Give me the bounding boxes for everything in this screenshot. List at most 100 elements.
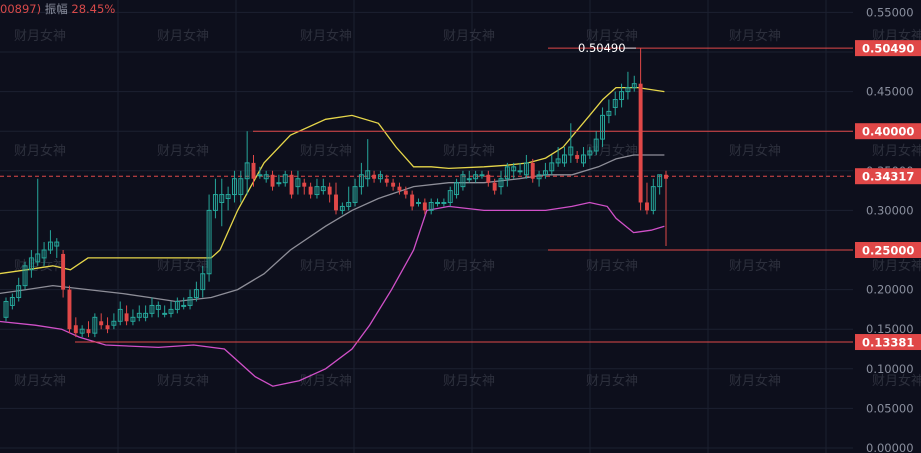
price-level-label: 0.50490 bbox=[862, 42, 914, 56]
candle-body bbox=[174, 300, 180, 310]
candle-body bbox=[625, 87, 631, 93]
candle-body bbox=[3, 300, 9, 318]
candle-body bbox=[612, 99, 618, 108]
watermark-text: 财月女神 bbox=[300, 373, 352, 389]
candle-body bbox=[16, 285, 22, 299]
candle-body bbox=[358, 174, 364, 188]
candle-body bbox=[587, 150, 593, 156]
price-level-label: 0.13381 bbox=[862, 336, 914, 350]
y-tick-label: 0.10000 bbox=[866, 362, 914, 376]
watermark-text: 财月女神 bbox=[443, 258, 495, 274]
candle-body bbox=[644, 202, 649, 211]
candle-body bbox=[523, 162, 529, 176]
candle-body bbox=[555, 158, 561, 164]
candle-body bbox=[504, 166, 510, 180]
watermark-text: 财月女神 bbox=[872, 373, 921, 389]
candle-body bbox=[212, 194, 218, 211]
price-level-label: 0.25000 bbox=[862, 244, 914, 258]
candle-body bbox=[498, 178, 504, 188]
watermark-text: 财月女神 bbox=[586, 373, 638, 389]
watermark-text: 财月女神 bbox=[729, 28, 781, 44]
watermark-text: 财月女神 bbox=[300, 143, 352, 159]
candle-body bbox=[219, 194, 225, 203]
candle-body bbox=[391, 182, 396, 187]
candle-body bbox=[225, 194, 231, 200]
candle-body bbox=[295, 178, 301, 188]
candle-body bbox=[454, 182, 460, 196]
candle-body bbox=[117, 308, 123, 322]
candle-body bbox=[200, 273, 206, 291]
watermark-text: 财月女神 bbox=[872, 258, 921, 274]
y-tick-label: 0.00000 bbox=[866, 441, 914, 453]
candle-body bbox=[384, 178, 389, 183]
candle-body bbox=[124, 313, 129, 322]
candle-body bbox=[473, 174, 479, 180]
ticker-info: 00897) 振幅 28.45% bbox=[0, 1, 115, 17]
candle-body bbox=[397, 186, 402, 191]
y-tick-label: 0.15000 bbox=[866, 322, 914, 336]
candle-body bbox=[492, 182, 497, 191]
candle-body bbox=[149, 304, 155, 314]
watermark-text: 财月女神 bbox=[729, 373, 781, 389]
candle-body bbox=[35, 253, 41, 263]
watermark-text: 财月女神 bbox=[729, 258, 781, 274]
candle-body bbox=[86, 329, 91, 334]
candle-body bbox=[155, 304, 161, 310]
watermark-text: 财月女神 bbox=[872, 143, 921, 159]
candle-body bbox=[334, 194, 338, 211]
candle-body bbox=[99, 321, 104, 326]
candle-body bbox=[530, 162, 535, 179]
candle-body bbox=[187, 297, 193, 306]
candle-body bbox=[22, 265, 28, 287]
candle-body bbox=[352, 186, 358, 203]
watermark-text: 财月女神 bbox=[157, 143, 209, 159]
candle-body bbox=[276, 182, 282, 185]
candle-body bbox=[575, 154, 580, 159]
candle-body bbox=[130, 316, 136, 322]
candle-body bbox=[61, 253, 66, 290]
candle-body bbox=[600, 114, 606, 140]
candle-body bbox=[435, 201, 441, 204]
watermark-text: 财月女神 bbox=[157, 373, 209, 389]
watermark-text: 财月女神 bbox=[14, 28, 66, 44]
watermark-text: 财月女神 bbox=[586, 28, 638, 44]
candle-body bbox=[441, 201, 447, 204]
candle-body bbox=[581, 154, 586, 164]
candle-body bbox=[302, 182, 307, 187]
candle-body bbox=[365, 170, 371, 180]
candle-body bbox=[403, 190, 408, 195]
watermark-text: 财月女神 bbox=[586, 143, 638, 159]
watermark-text: 财月女神 bbox=[872, 28, 921, 44]
candle-body bbox=[136, 312, 142, 318]
candle-body bbox=[9, 297, 15, 306]
candle-body bbox=[308, 186, 313, 195]
price-level-tag-0 bbox=[855, 40, 921, 57]
candle-body bbox=[270, 174, 275, 187]
candle-body bbox=[327, 186, 332, 195]
candle-body bbox=[650, 186, 656, 211]
candle-body bbox=[428, 201, 434, 211]
watermark-text: 财月女神 bbox=[443, 373, 495, 389]
price-level-tag-3 bbox=[855, 242, 921, 258]
price-level-label: 0.34317 bbox=[862, 170, 914, 184]
watermark-text: 财月女神 bbox=[14, 373, 66, 389]
candle-body bbox=[251, 162, 256, 179]
candle-body bbox=[314, 186, 320, 196]
candle-body bbox=[466, 178, 472, 181]
candle-body bbox=[657, 174, 663, 188]
candle-body bbox=[346, 201, 352, 207]
candle-body bbox=[238, 178, 244, 196]
candle-body bbox=[542, 170, 548, 176]
candle-body bbox=[416, 201, 421, 204]
candle-body bbox=[479, 174, 485, 177]
candle-body bbox=[162, 312, 168, 315]
candle-body bbox=[561, 154, 567, 164]
y-tick-label: 0.55000 bbox=[866, 5, 914, 19]
candle-body bbox=[606, 110, 612, 116]
candle-body bbox=[92, 316, 98, 334]
candle-body bbox=[372, 174, 377, 179]
y-tick-label: 0.20000 bbox=[866, 283, 914, 297]
candle-body bbox=[181, 304, 187, 307]
price-level-tag-2 bbox=[855, 168, 921, 185]
